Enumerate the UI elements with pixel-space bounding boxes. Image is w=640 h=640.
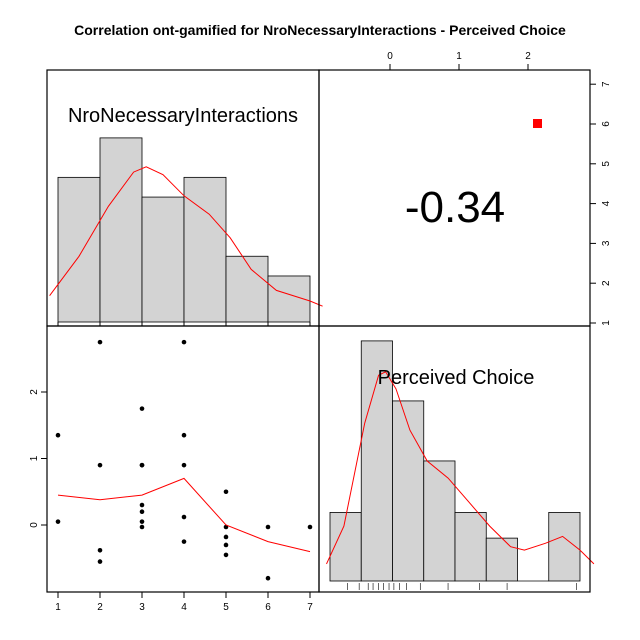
axis-bottom-tick-label: 3 — [139, 602, 145, 613]
axis-top-tick-label: 2 — [525, 51, 531, 62]
scatter-point — [223, 542, 229, 548]
axis-right-tick-label: 2 — [601, 280, 612, 286]
axis-left-tick-label: 1 — [29, 455, 40, 461]
correlation-value: -0.34 — [405, 183, 505, 232]
axis-right-tick-label: 6 — [601, 121, 612, 127]
axis-top-tick-label: 0 — [387, 51, 393, 62]
histogram-y-bar — [454, 512, 487, 582]
histogram-x-bar — [183, 176, 227, 323]
scatter-point — [139, 519, 145, 524]
panel-border — [46, 325, 320, 593]
scatter-point — [55, 432, 61, 438]
scatter-point — [223, 552, 229, 558]
histogram-y-bar — [392, 400, 425, 582]
scatter-point — [55, 519, 61, 524]
axis-right-tick-label: 7 — [601, 81, 612, 87]
scatter-point — [223, 534, 229, 540]
scatter-point — [139, 462, 145, 468]
scatter-point — [223, 489, 229, 495]
axis-right-tick-label: 5 — [601, 161, 612, 167]
chart-title: Correlation ont-gamified for NroNecessar… — [74, 22, 566, 38]
axis-left-tick-label: 2 — [29, 389, 40, 395]
histogram-y-bar — [329, 512, 362, 582]
axis-right-tick-label: 4 — [601, 200, 612, 206]
histogram-y-bar — [485, 537, 518, 582]
axis-right-tick-label: 3 — [601, 240, 612, 246]
variable-label-2: Perceived Choice — [378, 367, 535, 389]
scatter-point — [97, 559, 103, 564]
axis-left-tick-label: 0 — [29, 522, 40, 528]
axis-bottom-tick-label: 5 — [223, 602, 229, 613]
histogram-x-bar — [141, 196, 185, 323]
histogram-x-bar — [57, 176, 101, 323]
scatter-point — [139, 509, 145, 514]
axis-right-tick-label: 1 — [601, 320, 612, 326]
panel-border — [318, 325, 591, 593]
axis-bottom-tick-label: 4 — [181, 602, 187, 613]
histogram-y-bar — [423, 460, 456, 582]
axis-bottom-tick-label: 6 — [265, 602, 271, 613]
axis-right: 1 2 3 4 5 6 7 — [589, 81, 612, 326]
axis-bottom-tick-label: 2 — [97, 602, 103, 613]
panel-scatter — [55, 339, 313, 581]
scatter-point — [97, 462, 103, 468]
axis-top-tick-label: 1 — [456, 51, 462, 62]
scatter-smooth-line — [57, 477, 311, 553]
scatter-point — [265, 524, 271, 530]
scatter-point — [181, 462, 187, 468]
axis-left: 0 1 2 — [29, 389, 48, 528]
axis-bottom: 1 2 3 4 5 6 7 — [55, 591, 313, 613]
variable-label-1: NroNecessaryInteractions — [68, 105, 298, 127]
scatter-point — [181, 514, 187, 520]
histogram-x-density-curve — [49, 166, 323, 307]
scatter-point — [139, 406, 145, 411]
histogram-y-density-curve — [326, 371, 595, 565]
histogram-x-bar — [225, 255, 269, 323]
axis-bottom-tick-label: 1 — [55, 602, 61, 613]
scatter-point — [181, 339, 187, 345]
axis-bottom-tick-label: 7 — [307, 602, 313, 613]
scatter-point — [139, 502, 145, 508]
axis-top: 0 1 2 — [387, 51, 531, 71]
panel-histogram-x: NroNecessaryInteractions — [49, 105, 323, 326]
scatter-point — [181, 432, 187, 438]
scatter-point — [139, 524, 145, 530]
scatter-point — [181, 539, 187, 544]
histogram-x-bar — [99, 137, 143, 323]
significance-marker — [533, 119, 542, 128]
histogram-y-bar — [548, 512, 581, 582]
scatter-point — [307, 524, 313, 530]
scatter-point — [97, 339, 103, 345]
scatter-point — [265, 575, 271, 581]
scatter-point — [97, 547, 103, 553]
panel-correlation: -0.34 — [405, 119, 542, 232]
panel-histogram-y: Perceived Choice — [326, 340, 595, 590]
